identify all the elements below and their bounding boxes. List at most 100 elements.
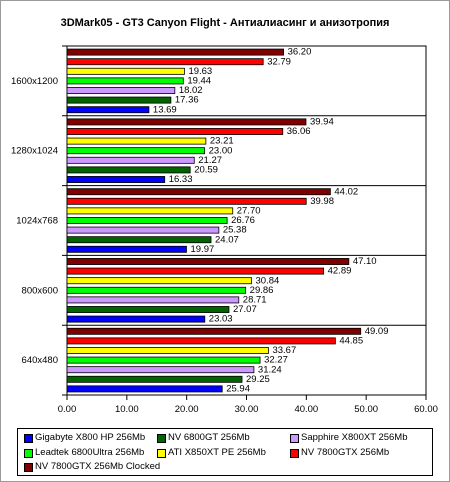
legend-swatch: [290, 434, 299, 443]
bar: [66, 96, 172, 104]
data-label: 39.94: [310, 116, 334, 127]
data-label: 49.09: [365, 326, 389, 337]
bar: [66, 385, 223, 393]
legend-swatch: [157, 434, 166, 443]
x-tick-label: 10.00: [115, 404, 139, 415]
legend-label: NV 7800GTX 256Mb Clocked: [35, 461, 161, 472]
bar: [66, 147, 206, 155]
data-label: 47.10: [353, 256, 377, 267]
data-label: 17.36: [175, 95, 199, 106]
bar: [66, 188, 331, 196]
data-label: 25.94: [226, 383, 250, 394]
data-label: 36.20: [288, 47, 312, 58]
data-label: 20.59: [194, 164, 218, 175]
bar: [66, 306, 230, 313]
data-label: 19.44: [187, 75, 211, 86]
data-label: 32.27: [264, 355, 288, 366]
category-label: 640x480: [22, 355, 58, 366]
bar: [66, 356, 261, 364]
bar: [66, 77, 184, 85]
data-label: 16.33: [169, 174, 193, 185]
bar: [66, 118, 307, 126]
bar: [66, 67, 185, 75]
data-label: 32.79: [267, 56, 291, 67]
data-label: 31.24: [258, 364, 282, 375]
data-label: 21.27: [198, 155, 222, 166]
bar: [66, 176, 166, 183]
x-tick-label: 40.00: [294, 404, 318, 415]
bar: [66, 197, 307, 205]
legend-label: NV 7800GTX 256Mb: [301, 446, 390, 458]
x-tick-label: 0.00: [58, 404, 77, 415]
data-label: 39.98: [310, 196, 334, 207]
legend-label: NV 6800GT 256Mb: [168, 432, 250, 443]
data-label: 13.69: [153, 104, 177, 115]
legend-swatch: [24, 463, 33, 472]
bar: [66, 347, 269, 354]
data-label: 36.06: [287, 126, 311, 137]
data-label: 44.02: [334, 186, 358, 197]
data-label: 30.84: [256, 275, 280, 286]
data-label: 23.03: [209, 314, 233, 325]
bar: [66, 156, 195, 164]
bar: [66, 366, 255, 374]
legend-label: Sapphire X800XT 256Mb: [301, 432, 408, 443]
legend-label: ATI X850XT PE 256Mb: [168, 446, 266, 458]
bar: [66, 315, 206, 323]
bar: [66, 128, 284, 135]
data-label: 18.02: [179, 85, 203, 96]
data-label: 24.07: [215, 234, 239, 245]
bar: [66, 375, 243, 383]
bar: [66, 226, 220, 234]
data-label: 19.63: [188, 66, 212, 77]
data-label: 28.71: [243, 294, 267, 305]
legend-swatch: [290, 448, 299, 458]
x-tick-label: 60.00: [414, 404, 438, 415]
bar: [66, 87, 176, 94]
category-label: 1024x768: [16, 216, 58, 227]
data-label: 25.38: [223, 225, 247, 236]
data-label: 23.00: [209, 145, 233, 156]
category-label: 1280x1024: [11, 146, 58, 157]
bar: [66, 48, 284, 56]
data-label: 26.76: [231, 215, 255, 226]
bar: [66, 245, 187, 253]
data-label: 19.97: [190, 244, 214, 255]
legend-swatch: [24, 434, 33, 443]
category-label: 1600x1200: [11, 76, 58, 87]
data-label: 29.25: [246, 374, 270, 385]
bar: [66, 277, 252, 285]
category-label: 800x600: [22, 285, 58, 296]
bar: [66, 166, 191, 174]
bar: [66, 296, 240, 304]
data-label: 44.85: [339, 335, 363, 346]
data-label: 27.07: [233, 304, 257, 315]
bar: [66, 207, 234, 215]
chart-title: 3DMark05 - GT3 Canyon Flight - Антиалиас…: [60, 17, 390, 29]
legend: Gigabyte X800 HP 256Mb NV 6800GT 256Mb Sap…: [17, 428, 433, 476]
legend-label: Leadtek 6800Ultra 256Mb: [35, 446, 145, 458]
x-tick-label: 50.00: [354, 404, 378, 415]
x-tick-label: 30.00: [235, 404, 259, 415]
bar: [66, 337, 336, 345]
data-label: 33.67: [272, 345, 296, 356]
data-label: 27.70: [237, 205, 261, 216]
legend-swatch: [157, 448, 166, 458]
bar: [66, 58, 264, 66]
legend-label: Gigabyte X800 HP 256Mb: [35, 432, 146, 443]
bar: [66, 137, 207, 145]
bar: [66, 106, 150, 114]
bar: [66, 258, 350, 265]
legend-swatch: [24, 448, 33, 458]
bar: [66, 327, 362, 335]
bar: [66, 267, 325, 275]
data-label: 42.89: [328, 266, 352, 277]
bar: [66, 217, 228, 224]
data-label: 23.21: [210, 136, 234, 147]
data-label: 29.86: [250, 285, 274, 296]
x-tick-label: 20.00: [175, 404, 199, 415]
bar: [66, 286, 247, 294]
bar: [66, 236, 212, 244]
